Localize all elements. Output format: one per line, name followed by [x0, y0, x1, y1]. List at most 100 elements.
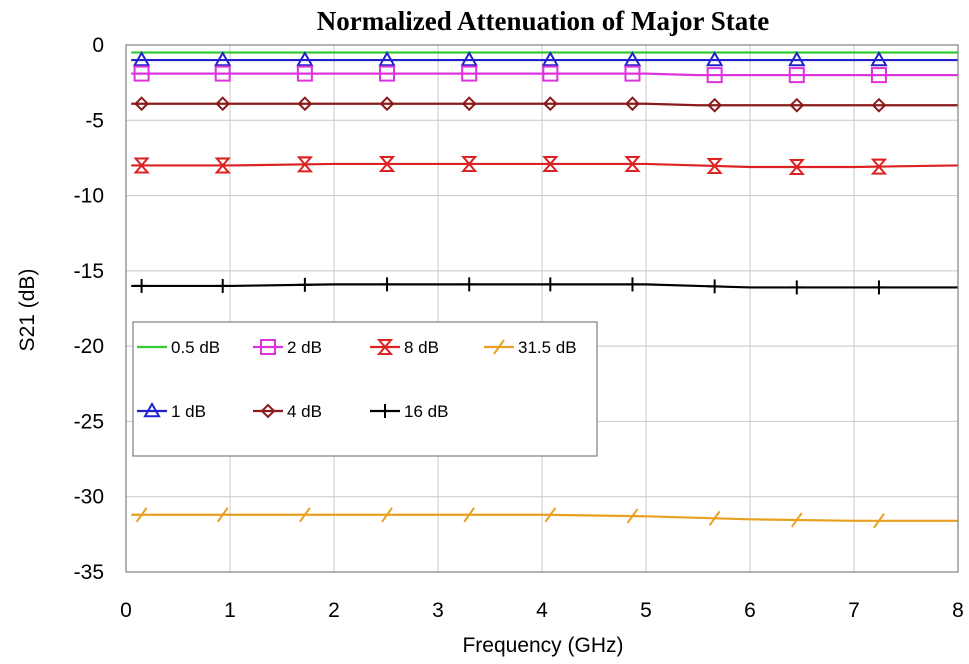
legend-entry-8-db: 8 dB [370, 338, 439, 357]
series-1-db [131, 51, 958, 67]
series-line-31-5-db [131, 513, 958, 522]
data-point-marker [708, 510, 721, 526]
data-point-marker [378, 51, 396, 67]
y-tick-label: -30 [74, 486, 104, 509]
data-point-marker [870, 158, 888, 175]
legend-label: 2 dB [287, 338, 322, 357]
legend-entry-0-5-db: 0.5 dB [137, 338, 220, 357]
data-point-marker [463, 507, 476, 523]
data-point-marker [871, 280, 886, 295]
data-point-marker [296, 51, 314, 67]
data-point-marker [542, 96, 558, 112]
data-point-marker [707, 279, 722, 294]
legend-entry-16-db: 16 dB [370, 402, 448, 421]
data-point-marker [542, 155, 559, 172]
legend-swatch-marker [260, 339, 276, 355]
data-point-marker [462, 277, 477, 292]
legend-label: 31.5 dB [518, 338, 577, 357]
data-point-marker [216, 507, 229, 523]
data-point-marker [789, 280, 804, 295]
data-point-marker [873, 513, 885, 529]
data-point-marker [788, 158, 805, 175]
legend: 0.5 dB 2 dB 8 dB 31.5 dB 1 dB 4 dB 16 dB [132, 321, 598, 457]
x-tick-label: 5 [640, 599, 652, 622]
data-point-marker [460, 51, 478, 67]
data-point-marker [790, 512, 803, 528]
data-point-marker [705, 51, 724, 67]
data-point-marker [788, 67, 805, 84]
data-point-marker [215, 278, 230, 293]
series-8-db [131, 155, 959, 175]
legend-entry-2-db: 2 dB [253, 338, 322, 357]
legend-swatch-marker [376, 339, 394, 355]
data-point-marker [789, 97, 805, 113]
x-axis-label: Frequency (GHz) [462, 634, 623, 657]
data-point-marker [134, 96, 150, 112]
legend-box [132, 321, 598, 457]
data-point-marker [706, 67, 723, 84]
legend-label: 8 dB [404, 338, 439, 357]
x-tick-label: 7 [848, 599, 860, 622]
legend-entry-1-db: 1 dB [137, 401, 206, 421]
legend-entry-31-5-db: 31.5 dB [484, 338, 577, 357]
axis-ticks: 0 1 2 3 4 5 6 7 8 0 -5 -10 -15 -20 -25 -30 -35 [74, 34, 964, 622]
x-tick-label: 0 [120, 599, 132, 622]
data-point-marker [624, 65, 641, 82]
y-tick-label: -35 [74, 561, 104, 584]
legend-swatch-marker [493, 339, 505, 355]
data-point-marker [132, 51, 151, 67]
data-point-marker [541, 51, 560, 67]
y-axis-label: S21 (dB) [16, 269, 39, 352]
x-tick-label: 4 [536, 599, 548, 622]
data-point-marker [297, 277, 312, 292]
data-point-marker [543, 277, 558, 292]
y-tick-label: -10 [74, 185, 104, 208]
data-point-marker [623, 51, 642, 67]
data-point-marker [542, 65, 559, 82]
data-point-marker [871, 97, 887, 113]
data-point-marker [213, 51, 232, 67]
data-point-marker [379, 96, 395, 112]
legend-entry-4-db: 4 dB [253, 402, 322, 421]
data-point-marker [214, 65, 231, 82]
data-point-marker [707, 97, 723, 113]
data-point-marker [624, 155, 641, 172]
data-point-marker [133, 157, 150, 174]
data-point-marker [379, 65, 396, 82]
legend-swatch-marker [143, 401, 161, 418]
data-point-marker [134, 278, 149, 293]
series-line-2-db [131, 72, 958, 77]
data-point-marker [461, 155, 478, 172]
data-point-marker [381, 507, 393, 523]
series-31-5-db [131, 507, 958, 529]
x-tick-label: 2 [328, 599, 340, 622]
data-point-marker [544, 507, 557, 523]
x-tick-label: 1 [224, 599, 236, 622]
data-point-marker [133, 65, 150, 82]
data-point-marker [625, 96, 640, 112]
data-point-marker [296, 65, 313, 82]
y-tick-label: -5 [85, 109, 104, 132]
legend-label: 0.5 dB [171, 338, 220, 357]
x-tick-label: 6 [744, 599, 756, 622]
data-point-marker [461, 65, 478, 82]
legend-label: 16 dB [404, 402, 448, 421]
data-point-marker [870, 67, 887, 84]
legend-swatch-marker [260, 403, 276, 419]
data-point-marker [870, 51, 888, 67]
series-line-8-db [131, 162, 959, 169]
legend-label: 1 dB [171, 402, 206, 421]
data-point-marker [215, 96, 231, 112]
data-point-marker [380, 277, 395, 292]
plot-series [131, 51, 959, 529]
data-point-marker [625, 277, 640, 292]
plot-area-frame [125, 44, 959, 573]
series-2-db [131, 65, 958, 84]
y-tick-label: -25 [74, 410, 104, 433]
data-point-marker [135, 507, 148, 523]
data-point-marker [296, 156, 314, 173]
data-point-marker [214, 157, 231, 174]
series-4-db [131, 96, 958, 113]
series-16-db [131, 277, 958, 295]
